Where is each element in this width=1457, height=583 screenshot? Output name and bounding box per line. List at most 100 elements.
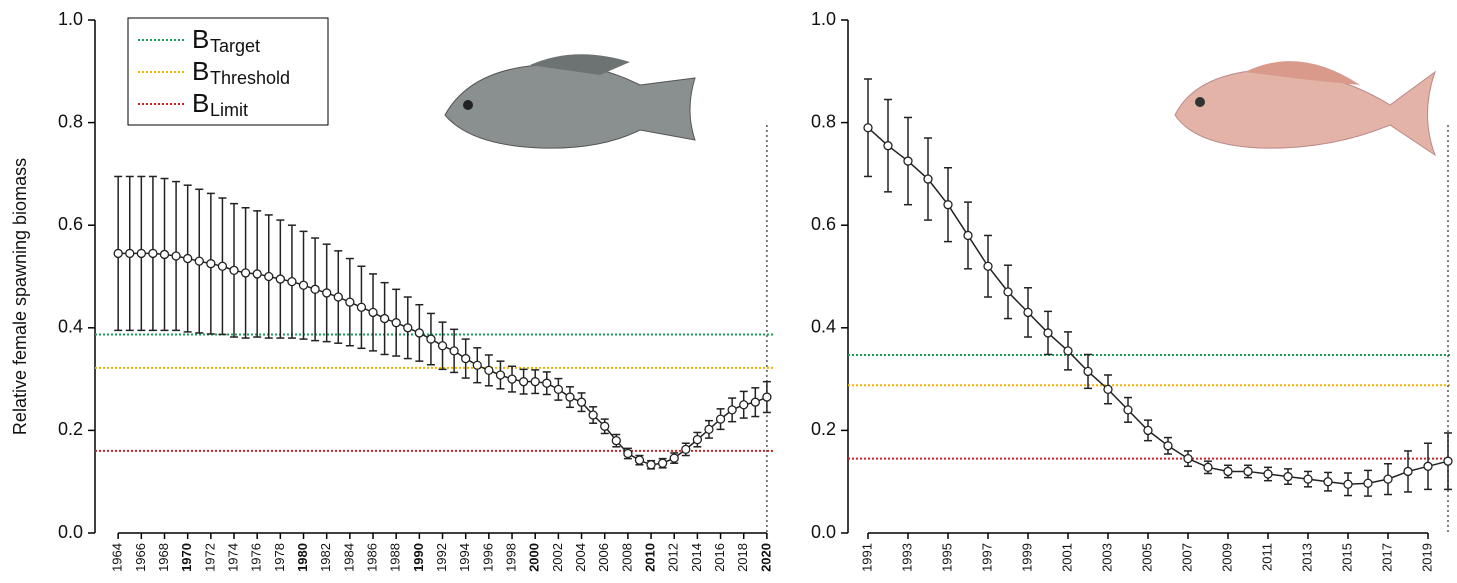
point xyxy=(253,270,261,278)
x-tick-label: 2020 xyxy=(758,543,773,572)
x-tick-label: 1992 xyxy=(434,543,449,572)
point xyxy=(392,319,400,327)
point xyxy=(415,329,423,337)
x-tick-label: 1970 xyxy=(179,543,194,572)
point xyxy=(520,378,528,386)
fish-right xyxy=(1175,61,1435,155)
point xyxy=(624,449,632,457)
point xyxy=(172,252,180,260)
point xyxy=(1164,442,1172,450)
x-tick-label: 2000 xyxy=(527,543,542,572)
point xyxy=(149,249,157,257)
point xyxy=(647,461,655,469)
point xyxy=(1424,462,1432,470)
point xyxy=(265,273,273,281)
point xyxy=(984,262,992,270)
point xyxy=(682,445,690,453)
point xyxy=(1064,347,1072,355)
fish-body xyxy=(445,64,695,148)
point xyxy=(485,366,493,374)
legend-symbol: B xyxy=(192,56,209,86)
point xyxy=(1084,367,1092,375)
figure: 0.00.20.40.60.81.0Relative female spawni… xyxy=(0,0,1457,583)
point xyxy=(904,157,912,165)
point xyxy=(369,308,377,316)
point xyxy=(161,250,169,258)
point xyxy=(1104,385,1112,393)
y-tick-label: 0.6 xyxy=(811,214,836,234)
point xyxy=(763,393,771,401)
point xyxy=(114,249,122,257)
x-tick-label: 1996 xyxy=(480,543,495,572)
y-tick-label: 0.2 xyxy=(811,419,836,439)
point xyxy=(404,324,412,332)
legend-subscript: Target xyxy=(210,36,260,56)
point xyxy=(1344,480,1352,488)
x-tick-label: 1993 xyxy=(899,543,914,572)
point xyxy=(242,269,250,277)
fish-left xyxy=(445,54,695,148)
point xyxy=(612,437,620,445)
x-tick-label: 2001 xyxy=(1059,543,1074,572)
point xyxy=(381,315,389,323)
point xyxy=(531,378,539,386)
x-tick-label: 1984 xyxy=(341,543,356,572)
point xyxy=(589,411,597,419)
x-tick-label: 1995 xyxy=(939,543,954,572)
point xyxy=(427,335,435,343)
point xyxy=(1444,457,1452,465)
legend-subscript: Limit xyxy=(210,100,248,120)
legend-symbol: B xyxy=(192,24,209,54)
point xyxy=(728,406,736,414)
legend-symbol: B xyxy=(192,88,209,118)
x-tick-label: 2004 xyxy=(573,543,588,572)
x-tick-label: 1988 xyxy=(388,543,403,572)
y-tick-label: 1.0 xyxy=(811,9,836,29)
y-axis-label: Relative female spawning biomass xyxy=(10,158,30,435)
y-tick-label: 1.0 xyxy=(58,9,83,29)
point xyxy=(601,422,609,430)
point xyxy=(884,142,892,150)
point xyxy=(1264,470,1272,478)
point xyxy=(705,425,713,433)
x-tick-label: 2012 xyxy=(666,543,681,572)
point xyxy=(126,249,134,257)
point xyxy=(1204,463,1212,471)
point xyxy=(1404,467,1412,475)
x-tick-label: 1974 xyxy=(225,543,240,572)
y-tick-label: 0.0 xyxy=(811,522,836,542)
point xyxy=(1324,478,1332,486)
series-line xyxy=(868,128,1448,485)
point xyxy=(635,456,643,464)
legend-subscript: Threshold xyxy=(210,68,290,88)
y-tick-label: 0.4 xyxy=(58,317,83,337)
point xyxy=(1144,426,1152,434)
point xyxy=(1364,479,1372,487)
x-tick-label: 1998 xyxy=(503,543,518,572)
x-tick-label: 2006 xyxy=(596,543,611,572)
point xyxy=(184,255,192,263)
x-tick-label: 1978 xyxy=(272,543,287,572)
fish-body xyxy=(1175,70,1435,155)
point xyxy=(864,124,872,132)
point xyxy=(1244,467,1252,475)
x-tick-label: 2010 xyxy=(642,543,657,572)
point xyxy=(924,175,932,183)
x-tick-label: 1997 xyxy=(979,543,994,572)
x-tick-label: 1966 xyxy=(133,543,148,572)
point xyxy=(1024,308,1032,316)
point xyxy=(473,361,481,369)
point xyxy=(566,393,574,401)
point xyxy=(751,398,759,406)
point xyxy=(195,257,203,265)
x-tick-label: 2017 xyxy=(1379,543,1394,572)
point xyxy=(439,342,447,350)
x-tick-label: 2018 xyxy=(735,543,750,572)
x-tick-label: 2005 xyxy=(1139,543,1154,572)
point xyxy=(1224,467,1232,475)
point xyxy=(1004,288,1012,296)
point xyxy=(357,303,365,311)
x-tick-label: 2019 xyxy=(1419,543,1434,572)
point xyxy=(554,385,562,393)
point xyxy=(740,401,748,409)
